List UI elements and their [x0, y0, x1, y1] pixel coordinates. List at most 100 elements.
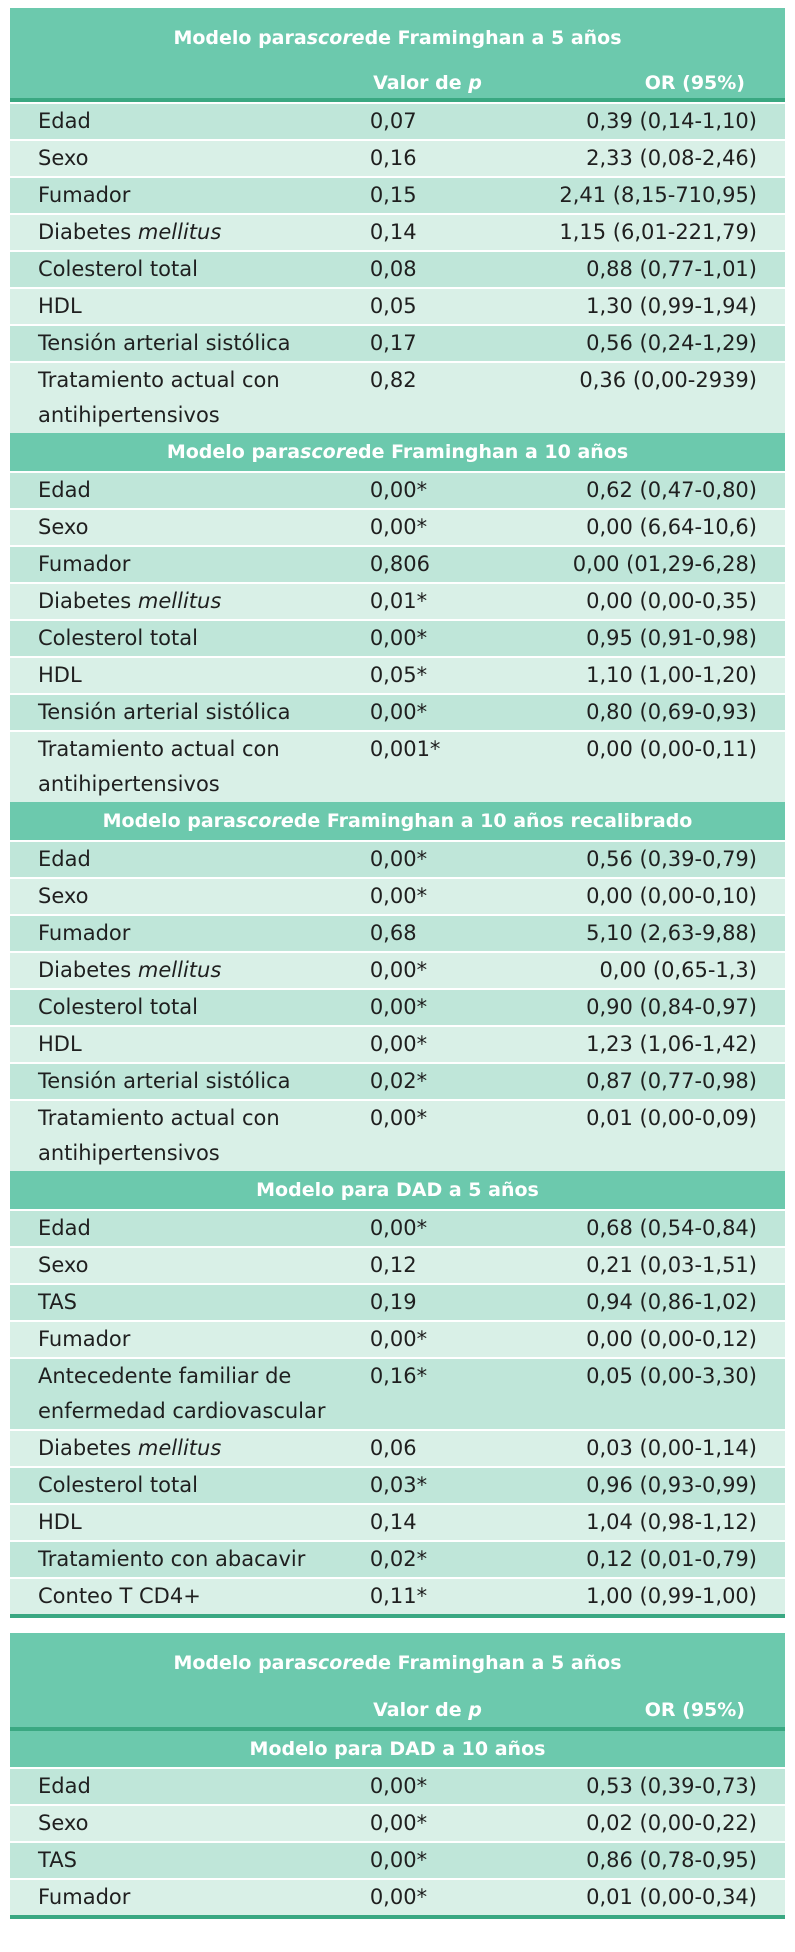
title-italic: score: [300, 441, 358, 463]
cell-p-value: 0,05: [369, 294, 417, 318]
cell-variable: Fumador: [10, 1880, 335, 1915]
variable-label-line2: antihipertensivos: [38, 1141, 220, 1165]
variable-label: Fumador: [38, 183, 131, 207]
cell-odds-ratio: 0,80 (0,69-0,93): [586, 700, 757, 724]
results-table-continued: Modelo para score de Framinghan a 5 años…: [10, 1633, 785, 1919]
column-header-row: Valor de p OR (95%): [10, 1693, 785, 1727]
table-row: HDL 0,00* 1,23 (1,06-1,42): [10, 1025, 785, 1062]
section-title: Modelo para score de Framinghan a 10 año…: [10, 433, 785, 471]
cell-p-value: 0,00*: [369, 958, 428, 982]
header-rule: [10, 1727, 785, 1731]
cell-p-value: 0,14: [369, 220, 417, 244]
table-row: Conteo T CD4+ 0,11* 1,00 (0,99-1,00): [10, 1577, 785, 1614]
section-title: Modelo para DAD a 5 años: [10, 1171, 785, 1209]
variable-label: Colesterol total: [38, 257, 198, 281]
title-italic: score: [306, 1652, 365, 1674]
cell-odds-ratio: 0,86 (0,78-0,95): [586, 1848, 757, 1872]
variable-label: Colesterol total: [38, 995, 198, 1019]
cell-variable: HDL: [10, 658, 335, 693]
variable-label-line2: antihipertensivos: [38, 772, 220, 796]
variable-label: Edad: [38, 1774, 91, 1798]
table-row: Tratamiento actual con antihipertensivos 0…: [10, 361, 785, 433]
variable-label: Sexo: [38, 1811, 89, 1835]
cell-odds-ratio: 1,10 (1,00-1,20): [586, 663, 757, 687]
cell-p-value: 0,08: [369, 257, 417, 281]
table-row: Antecedente familiar de enfermedad cardio…: [10, 1357, 785, 1429]
cell-odds-ratio: 0,87 (0,77-0,98): [586, 1069, 757, 1093]
variable-label: Edad: [38, 109, 91, 133]
cell-p-value: 0,19: [369, 1290, 417, 1314]
table-row: Tensión arterial sistólica 0,00* 0,80 (0,6…: [10, 693, 785, 730]
cell-p-value: 0,03*: [369, 1473, 428, 1497]
table-row: Sexo 0,00* 0,00 (6,64-10,6): [10, 508, 785, 545]
cell-odds-ratio: 0,62 (0,47-0,80): [586, 478, 757, 502]
cell-odds-ratio: 0,01 (0,00-0,34): [586, 1885, 757, 1909]
cell-p-value: 0,00*: [369, 626, 428, 650]
cell-variable: Diabetes mellitus: [10, 953, 335, 988]
table2-title: Modelo para score de Framinghan a 5 años: [10, 1633, 785, 1693]
title-text-end: de Framinghan a 5 años: [364, 1652, 622, 1674]
section-title: Modelo para DAD a 10 años: [10, 1731, 785, 1767]
title-text: Modelo para: [173, 27, 307, 49]
title-text: Modelo para: [166, 441, 301, 463]
cell-variable: HDL: [10, 1505, 335, 1540]
table-row: TAS 0,19 0,94 (0,86-1,02): [10, 1283, 785, 1320]
cell-variable: Colesterol total: [10, 252, 335, 287]
cell-odds-ratio: 0,00 (01,29-6,28): [572, 552, 757, 576]
cell-variable: Tratamiento actual con antihipertensivos: [10, 732, 335, 802]
table-row: Colesterol total 0,03* 0,96 (0,93-0,99): [10, 1466, 785, 1503]
cell-odds-ratio: 0,01 (0,00-0,09): [586, 1106, 757, 1130]
cell-variable: HDL: [10, 1027, 335, 1062]
variable-label-italic: mellitus: [137, 220, 222, 244]
cell-p-value: 0,806: [369, 552, 430, 576]
variable-label: Fumador: [38, 552, 131, 576]
table-row: Colesterol total 0,00* 0,90 (0,84-0,97): [10, 988, 785, 1025]
cell-odds-ratio: 1,15 (6,01-221,79): [559, 220, 757, 244]
variable-label: Sexo: [38, 146, 89, 170]
cell-odds-ratio: 0,56 (0,24-1,29): [586, 331, 757, 355]
cell-odds-ratio: 0,56 (0,39-0,79): [586, 847, 757, 871]
variable-label-italic: mellitus: [137, 589, 222, 613]
column-header-row: Valor de p OR (95%): [10, 68, 785, 98]
section-title: Modelo para score de Framinghan a 5 años: [10, 8, 785, 68]
cell-odds-ratio: 0,94 (0,86-1,02): [586, 1290, 757, 1314]
cell-p-value: 0,00*: [369, 1327, 428, 1351]
variable-label: Sexo: [38, 515, 89, 539]
title-text-end: de Framinghan a 10 años: [357, 441, 629, 463]
cell-p-value: 0,01*: [369, 589, 428, 613]
cell-variable: Diabetes mellitus: [10, 215, 335, 250]
table-row: HDL 0,05 1,30 (0,99-1,94): [10, 287, 785, 324]
cell-p-value: 0,00*: [369, 1032, 428, 1056]
cell-p-value: 0,11*: [369, 1584, 428, 1608]
cell-p-value: 0,05*: [369, 663, 428, 687]
cell-p-value: 0,00*: [369, 884, 428, 908]
variable-label: Tratamiento actual con: [38, 1106, 280, 1130]
cell-odds-ratio: 0,90 (0,84-0,97): [586, 995, 757, 1019]
cell-p-value: 0,00*: [369, 515, 428, 539]
cell-variable: Diabetes mellitus: [10, 584, 335, 619]
cell-odds-ratio: 0,02 (0,00-0,22): [586, 1811, 757, 1835]
variable-label-line2: enfermedad cardiovascular: [38, 1399, 326, 1423]
variable-label: Diabetes: [38, 958, 138, 982]
cell-variable: Sexo: [10, 879, 335, 914]
table-row: Sexo 0,16 2,33 (0,08-2,46): [10, 139, 785, 176]
cell-odds-ratio: 0,00 (0,00-0,35): [586, 589, 757, 613]
cell-variable: Tensión arterial sistólica: [10, 695, 335, 730]
cell-odds-ratio: 1,30 (0,99-1,94): [586, 294, 757, 318]
cell-variable: Fumador: [10, 178, 335, 213]
cell-p-value: 0,12: [369, 1253, 417, 1277]
cell-odds-ratio: 1,00 (0,99-1,00): [586, 1584, 757, 1608]
table-row: Fumador 0,00* 0,01 (0,00-0,34): [10, 1878, 785, 1915]
cell-odds-ratio: 1,04 (0,98-1,12): [586, 1510, 757, 1534]
variable-label: Fumador: [38, 921, 131, 945]
table-row: Sexo 0,00* 0,02 (0,00-0,22): [10, 1804, 785, 1841]
cell-odds-ratio: 0,88 (0,77-1,01): [586, 257, 757, 281]
cell-variable: Fumador: [10, 1322, 335, 1357]
title-text-end: de Framinghan a 10 años recalibrado: [293, 810, 693, 832]
table-row: HDL 0,05* 1,10 (1,00-1,20): [10, 656, 785, 693]
variable-label: Tensión arterial sistólica: [38, 700, 291, 724]
column-header-or: OR (95%): [644, 72, 745, 94]
variable-label: TAS: [38, 1290, 77, 1314]
table-row: Fumador 0,15 2,41 (8,15-710,95): [10, 176, 785, 213]
table-bottom-rule: [10, 1614, 785, 1618]
